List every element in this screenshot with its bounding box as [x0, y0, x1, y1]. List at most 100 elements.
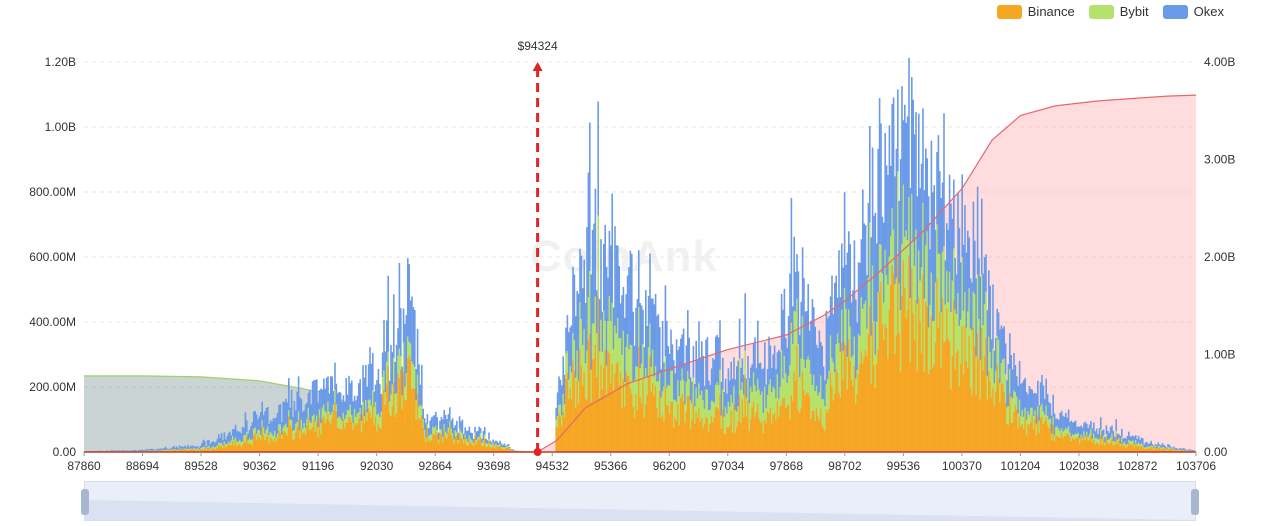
- bar-bybit: [999, 383, 1001, 403]
- bar-binance: [1014, 405, 1017, 452]
- bar-binance: [1018, 417, 1021, 452]
- bar-okex: [894, 176, 896, 284]
- bar-okex: [162, 448, 164, 450]
- bar-binance: [583, 372, 585, 452]
- bar-binance: [904, 287, 906, 452]
- bar-binance: [216, 447, 219, 452]
- bar-binance: [611, 363, 613, 452]
- bar-bybit: [614, 325, 616, 374]
- bar-okex: [155, 450, 157, 451]
- bar-bybit: [393, 357, 395, 383]
- bar-okex: [1125, 438, 1127, 445]
- bar-bybit: [696, 398, 699, 418]
- bar-binance: [817, 415, 819, 452]
- bar-binance: [1123, 445, 1126, 452]
- bar-okex: [1087, 427, 1089, 437]
- bar-okex: [134, 449, 136, 452]
- bar-binance: [929, 369, 931, 452]
- bar-okex: [824, 380, 826, 407]
- bar-bybit: [766, 394, 769, 412]
- bar-okex: [407, 258, 409, 337]
- bar-okex: [138, 450, 140, 452]
- bar-okex: [810, 320, 812, 374]
- bar-okex: [444, 414, 447, 432]
- bar-binance: [272, 441, 275, 452]
- bar-binance: [575, 408, 577, 452]
- bar-okex: [401, 366, 403, 396]
- bar-okex: [227, 432, 230, 442]
- bar-bybit: [495, 443, 497, 446]
- bar-bybit: [157, 450, 160, 452]
- bar-bybit: [367, 399, 370, 408]
- bar-bybit: [457, 440, 459, 444]
- bar-bybit: [1097, 439, 1099, 444]
- bar-binance: [593, 357, 595, 452]
- bar-bybit: [839, 351, 842, 398]
- bar-bybit: [219, 443, 221, 447]
- bar-binance: [961, 326, 963, 452]
- bar-okex: [1158, 444, 1161, 447]
- bar-binance: [702, 428, 704, 452]
- bar-okex: [351, 380, 353, 416]
- bar-okex: [486, 440, 489, 444]
- bar-bybit: [646, 376, 648, 396]
- bar-bybit: [1088, 434, 1091, 440]
- bar-bybit: [622, 330, 625, 380]
- bar-okex: [128, 450, 130, 452]
- legend-item-binance[interactable]: Binance: [996, 4, 1075, 19]
- bar-okex: [261, 401, 263, 420]
- bar-okex: [967, 230, 969, 312]
- bar-okex: [817, 348, 819, 396]
- bar-okex: [827, 318, 829, 380]
- bar-binance: [1013, 411, 1015, 452]
- bar-okex: [222, 439, 224, 446]
- legend-item-bybit[interactable]: Bybit: [1088, 4, 1149, 19]
- bar-binance: [741, 399, 744, 452]
- bar-bybit: [561, 415, 563, 427]
- bar-okex: [471, 432, 473, 441]
- bar-binance: [831, 385, 833, 452]
- x-tick-label: 92030: [360, 459, 394, 473]
- bar-binance: [652, 383, 654, 452]
- bar-binance: [852, 385, 854, 452]
- legend-item-okex[interactable]: Okex: [1162, 4, 1224, 19]
- bar-okex: [1004, 343, 1007, 375]
- bar-okex: [750, 367, 752, 387]
- bar-binance: [619, 371, 622, 452]
- bar-bybit: [979, 359, 982, 400]
- bar-bybit: [471, 440, 473, 445]
- bar-binance: [367, 407, 370, 452]
- bar-okex: [829, 296, 832, 336]
- bar-okex: [433, 415, 436, 428]
- bar-binance: [414, 388, 416, 452]
- zoom-slider[interactable]: [81, 481, 1199, 521]
- bar-okex: [374, 384, 377, 402]
- bar-okex: [341, 402, 343, 421]
- bar-okex: [1102, 429, 1105, 436]
- bar-binance: [1172, 449, 1175, 452]
- bar-bybit: [834, 372, 836, 394]
- bar-bybit: [1118, 438, 1120, 441]
- zoom-handle-left[interactable]: [81, 489, 89, 515]
- bar-okex: [600, 239, 602, 320]
- bar-okex: [148, 449, 150, 451]
- bar-okex: [632, 311, 634, 381]
- legend: Binance Bybit Okex: [996, 4, 1224, 19]
- bar-bybit: [828, 371, 830, 409]
- bar-binance: [429, 440, 431, 452]
- bar-okex: [1094, 431, 1096, 439]
- bar-bybit: [598, 351, 601, 399]
- zoom-handle-right[interactable]: [1191, 489, 1199, 515]
- bar-bybit: [233, 440, 235, 446]
- bar-okex: [262, 415, 265, 428]
- bar-okex: [1045, 378, 1047, 406]
- bar-binance: [1095, 442, 1098, 452]
- bar-bybit: [201, 447, 203, 450]
- bar-binance: [335, 411, 338, 452]
- x-tick-label: 102872: [1117, 459, 1157, 473]
- bar-bybit: [1051, 433, 1053, 440]
- bar-binance: [863, 357, 865, 452]
- bar-okex: [422, 408, 424, 420]
- bar-okex: [726, 393, 728, 414]
- bar-binance: [404, 399, 406, 452]
